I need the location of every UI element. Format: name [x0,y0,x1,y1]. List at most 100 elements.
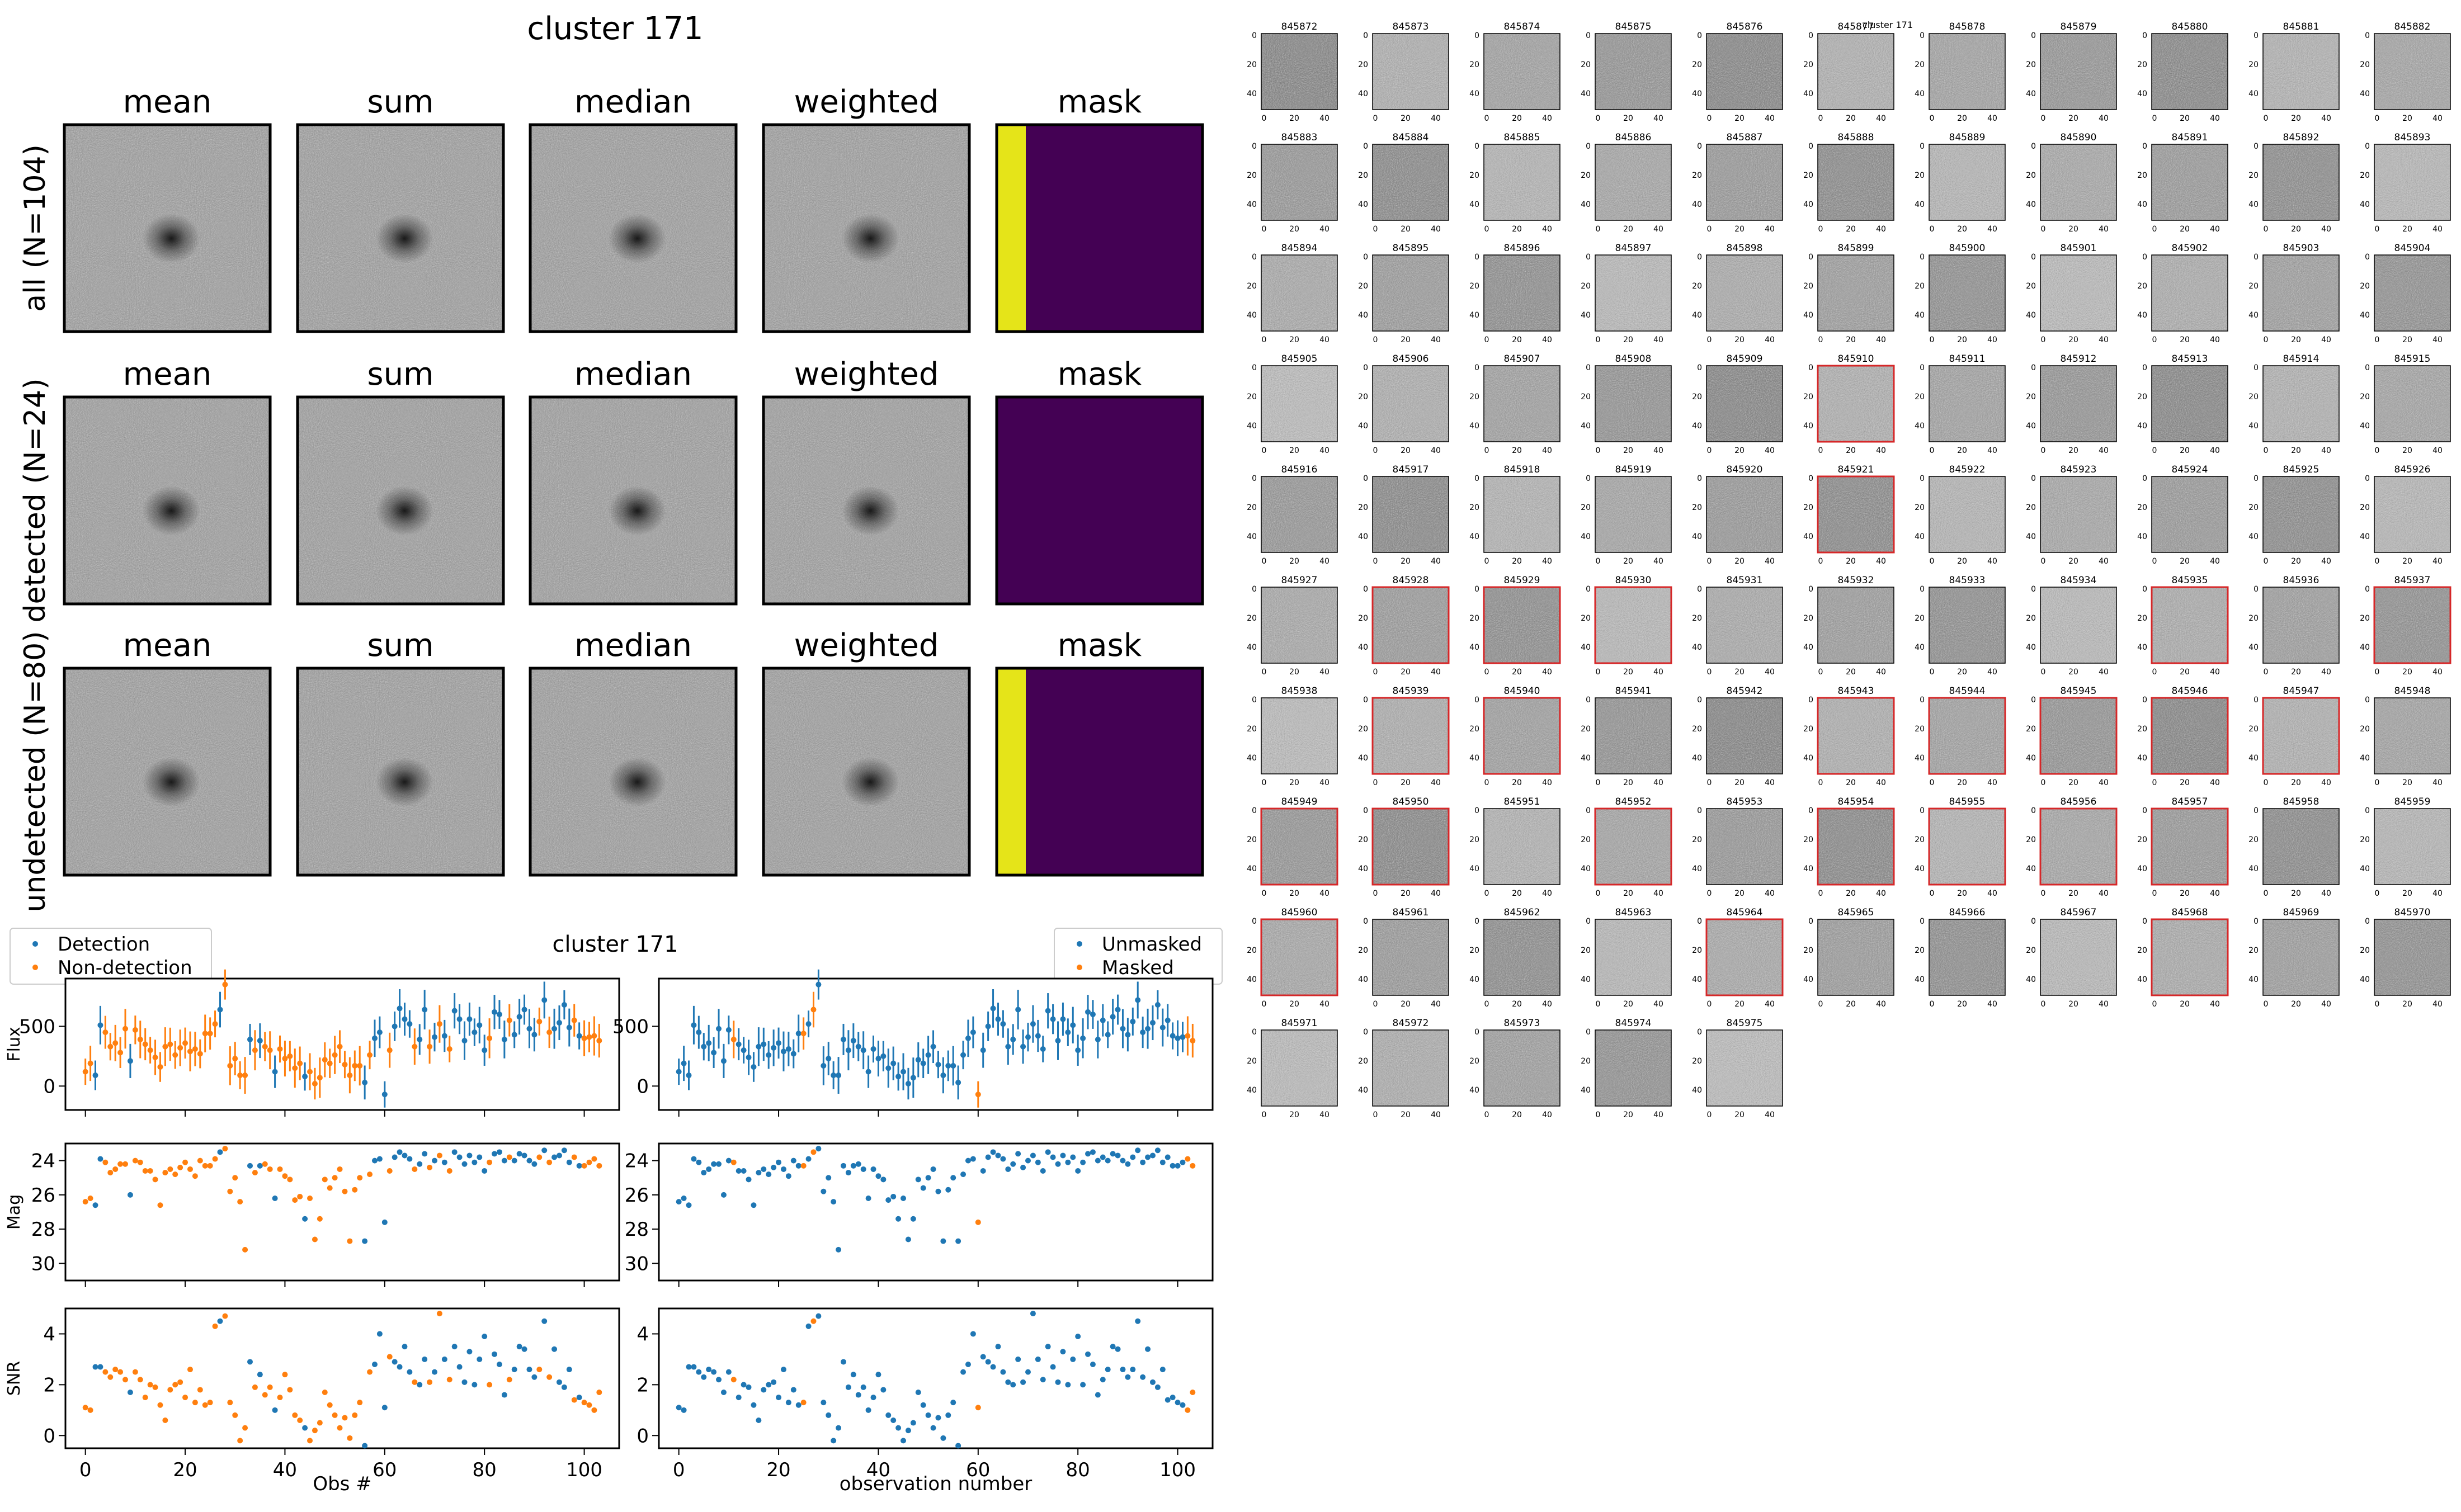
cutout-border [2262,476,2340,553]
source-blob [608,214,666,263]
cutout-border [1929,33,2006,110]
cutout-x-tick: 40 [1653,889,1663,898]
cutout-x-tick: 40 [1876,778,1886,787]
data-point [182,1395,188,1401]
y-tick-label: 28 [625,1218,649,1241]
cutout-x-tick: 40 [1431,557,1441,566]
cutout-x-tick: 0 [2375,446,2380,455]
data-point [232,1175,238,1181]
cutout-x-tick: 40 [1542,446,1552,455]
cutout-x-tick: 40 [2210,336,2220,344]
data-point [556,1152,562,1159]
data-point [342,1415,348,1421]
data-point [1110,1014,1116,1020]
data-point [905,1428,911,1434]
cutout-y-tick: 0 [2142,474,2147,483]
data-point [761,1041,767,1047]
data-point [317,1216,323,1222]
cutout-label: 845906 [1393,353,1429,365]
column-title-weighted: weighted [794,356,939,393]
cutout-label: 845943 [1838,686,1874,697]
cutout-x-tick: 40 [2099,114,2109,123]
data-point [566,1159,572,1165]
axes-frame [64,1307,620,1449]
cutout-border [1483,1029,1560,1107]
column-title-median: median [574,84,692,120]
cutout-x-tick: 40 [1319,446,1329,455]
flagged-border [1371,586,1450,664]
data-point [307,1196,313,1201]
cutout-label: 845971 [1281,1018,1318,1029]
cutout-y-tick: 40 [2026,311,2036,320]
cutout-noise [1595,698,1671,774]
data-point [531,1374,538,1380]
cutout-noise [1484,34,1560,110]
cutout-y-tick: 20 [1358,171,1368,180]
cutout-y-tick: 20 [2137,171,2147,180]
data-point [691,1022,697,1028]
cutout-x-tick: 20 [2180,446,2190,455]
data-point [1154,1002,1161,1008]
cutout-y-tick: 40 [1915,975,1925,984]
data-point [347,1072,353,1079]
legend-label-1: Masked [1102,957,1174,979]
data-point [1145,1346,1151,1352]
data-point [466,1152,473,1159]
data-point [1190,1390,1196,1395]
cutout-noise [1929,255,2005,331]
data-point [751,1402,757,1408]
data-point [446,1046,452,1052]
data-point [536,1367,543,1373]
flagged-border [1371,807,1450,886]
cutout-y-tick: 0 [1363,585,1368,594]
cutout-label: 845874 [1504,21,1540,32]
lightcurve-panels: cluster 171DetectionNon-detectionUnmaske… [4,928,1223,1495]
data-point [960,1369,967,1375]
data-point [551,1154,558,1160]
data-point [327,1402,333,1408]
data-point [152,1176,158,1183]
data-point [1149,1020,1156,1026]
cutout-y-tick: 40 [1247,311,1257,320]
cutout-y-tick: 40 [2026,89,2036,98]
stack-image-median [529,667,738,877]
data-point [297,1193,303,1199]
cutout-x-tick: 20 [2402,114,2412,123]
cutout-y-tick: 40 [1915,89,1925,98]
cutout-x-tick: 0 [2264,336,2269,344]
cutout-border [1483,33,1560,110]
cutout-label: 845926 [2394,464,2431,475]
cutout-y-tick: 40 [2248,975,2259,984]
data-point [686,1364,692,1370]
lightcurve-title: cluster 171 [552,932,678,957]
data-point [790,1051,796,1057]
cutout-noise [1818,34,1894,110]
cutout-y-tick: 20 [1581,503,1591,512]
cutout-y-tick: 40 [2137,864,2147,873]
cutout-y-tick: 20 [2360,725,2370,734]
data-point [417,1382,423,1388]
cutout-y-tick: 0 [1697,696,1702,705]
data-point [347,1238,353,1244]
data-point [222,981,228,987]
column-title-sum: sum [367,627,433,664]
data-point [1180,1402,1186,1408]
data-point [980,1168,986,1174]
data-point [935,1061,941,1067]
cutout-label: 845889 [1949,132,1986,143]
data-point [676,1405,682,1411]
data-point [1075,1047,1081,1053]
cutout-x-tick: 20 [1512,225,1522,234]
cutout-y-tick: 40 [1247,89,1257,98]
data-point [970,1029,976,1036]
cutout-noise [1373,476,1449,552]
data-point [526,1157,532,1164]
source-blob [142,757,200,807]
axes-frame [658,1307,1214,1449]
